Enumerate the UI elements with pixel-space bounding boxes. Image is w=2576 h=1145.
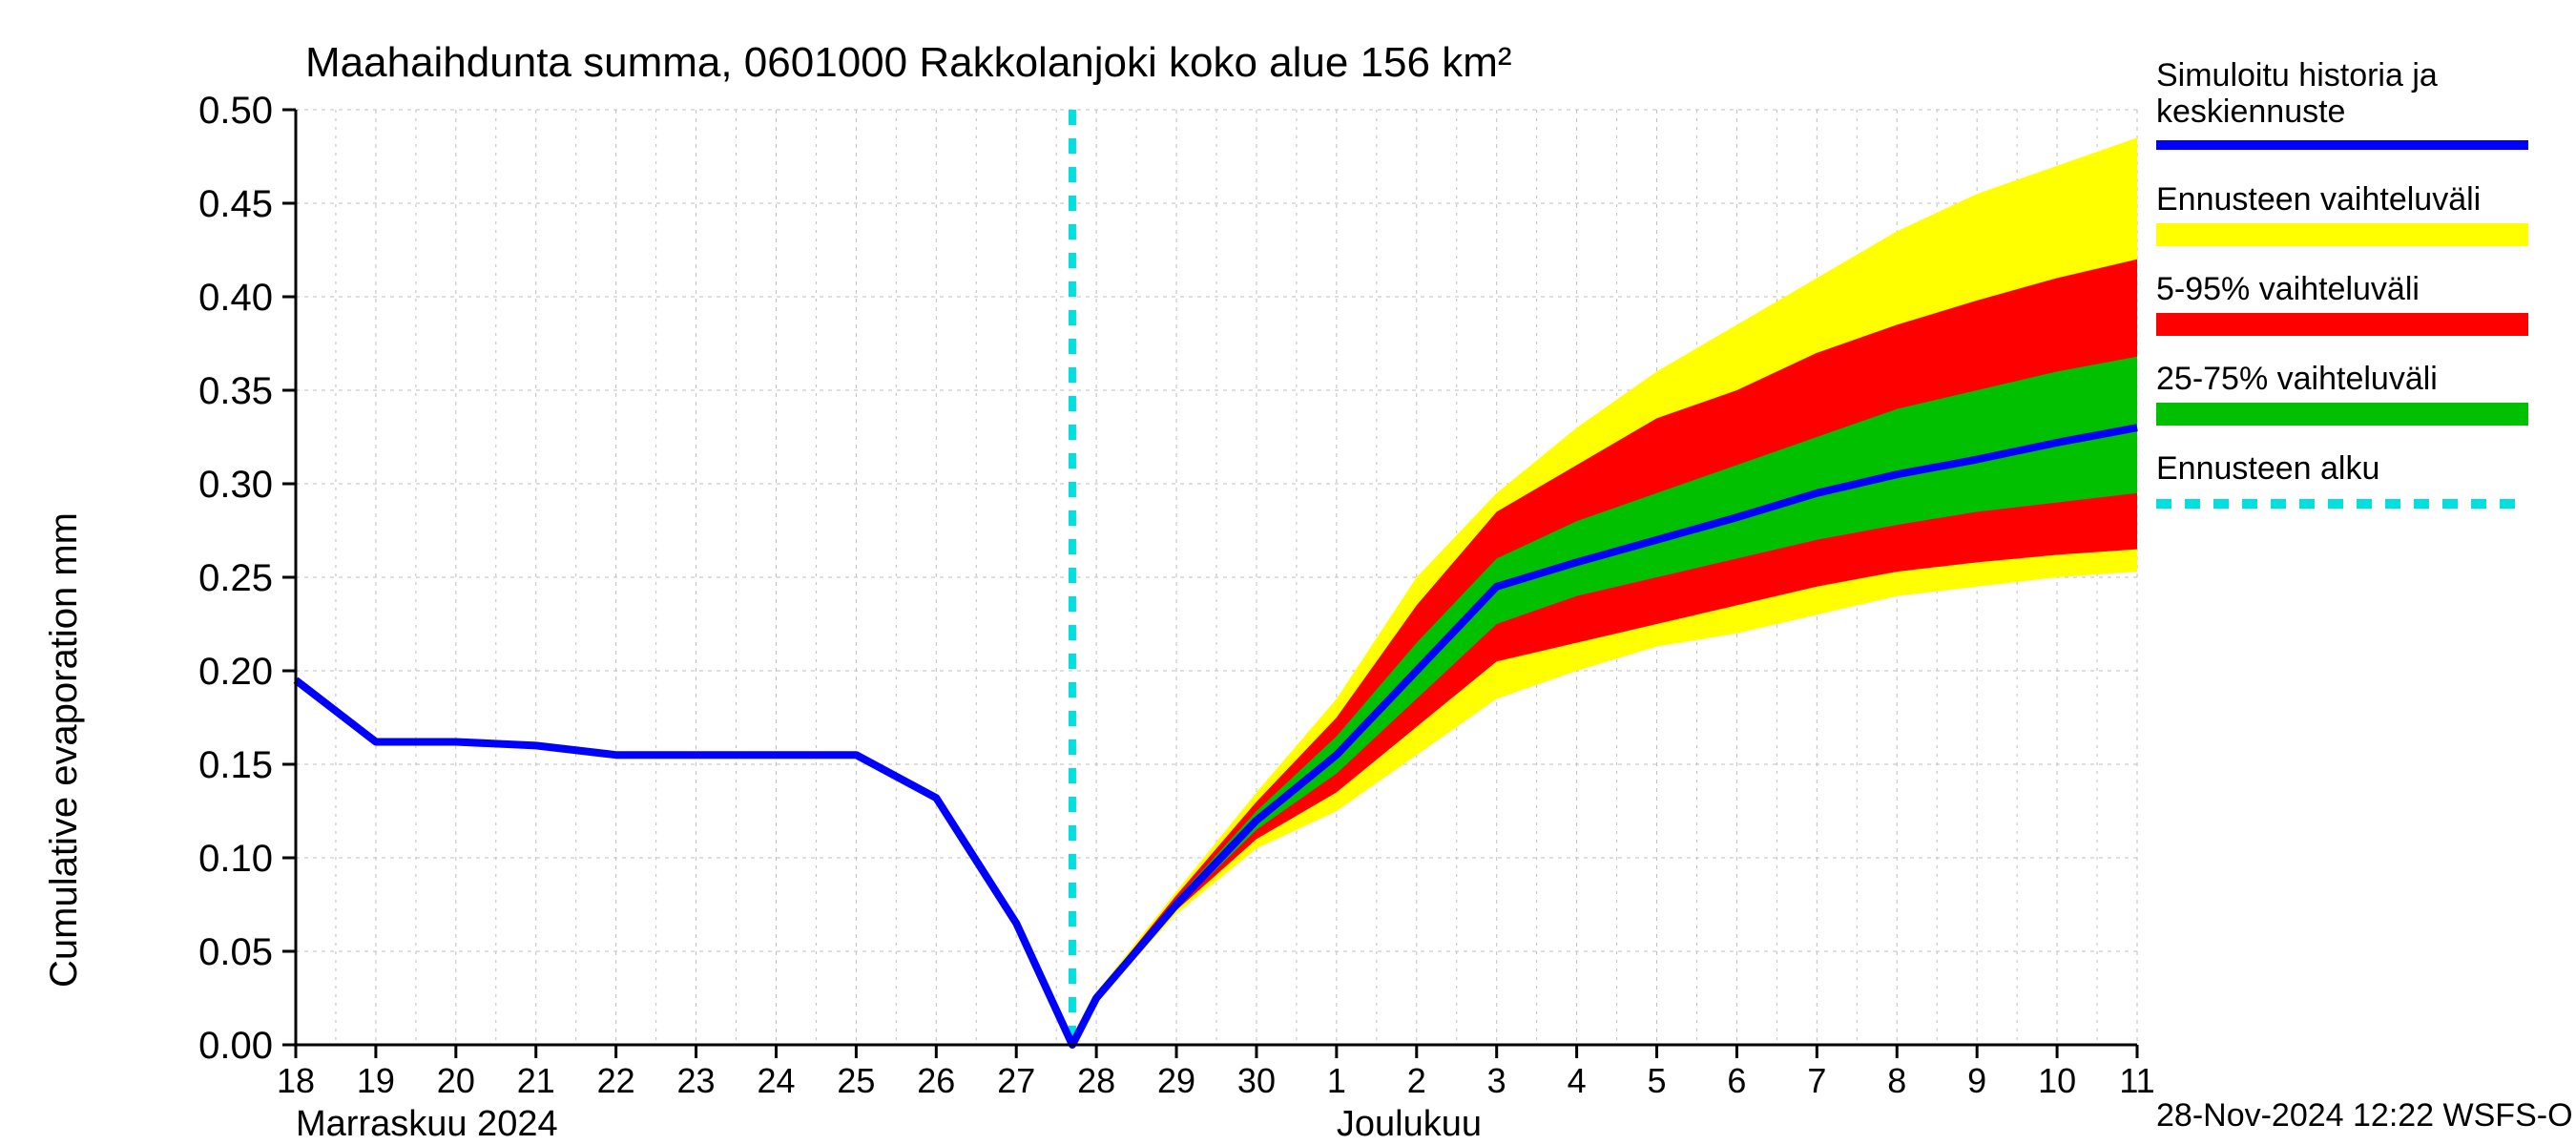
legend-label: Simuloitu historia ja bbox=[2156, 57, 2438, 94]
x-tick-label: 4 bbox=[1568, 1061, 1587, 1100]
y-tick-label: 0.30 bbox=[198, 464, 273, 506]
y-axis-label: Cumulative evaporation mm bbox=[43, 512, 85, 988]
x-tick-label: 7 bbox=[1807, 1061, 1826, 1100]
x-tick-label: 27 bbox=[997, 1061, 1035, 1100]
month-label: Marraskuu 2024 bbox=[296, 1104, 558, 1144]
legend-label: 25-75% vaihteluväli bbox=[2156, 361, 2438, 397]
y-tick-label: 0.40 bbox=[198, 277, 273, 319]
x-tick-label: 6 bbox=[1727, 1061, 1746, 1100]
x-tick-label: 26 bbox=[917, 1061, 955, 1100]
x-tick-label: 2 bbox=[1407, 1061, 1426, 1100]
legend-swatch bbox=[2156, 403, 2528, 426]
x-tick-label: 30 bbox=[1237, 1061, 1276, 1100]
footer-timestamp: 28-Nov-2024 12:22 WSFS-O bbox=[2156, 1097, 2573, 1134]
legend-swatch bbox=[2156, 313, 2528, 336]
legend-label: Ennusteen vaihteluväli bbox=[2156, 181, 2481, 218]
y-tick-label: 0.20 bbox=[198, 651, 273, 693]
x-tick-label: 24 bbox=[757, 1061, 795, 1100]
x-tick-label: 23 bbox=[677, 1061, 716, 1100]
y-tick-label: 0.35 bbox=[198, 370, 273, 412]
legend-label: Ennusteen alku bbox=[2156, 450, 2379, 487]
y-tick-label: 0.05 bbox=[198, 931, 273, 973]
x-tick-label: 5 bbox=[1648, 1061, 1667, 1100]
fan-chart: 0.00 0.05 0.10 0.15 0.20 0.25 0.30 0.35 0.40 0.45… bbox=[0, 0, 2576, 1145]
x-tick-label: 29 bbox=[1157, 1061, 1195, 1100]
legend-label: keskiennuste bbox=[2156, 94, 2345, 130]
y-tick-label: 0.50 bbox=[198, 90, 273, 132]
x-tick-label: 20 bbox=[437, 1061, 475, 1100]
legend-swatch bbox=[2156, 223, 2528, 246]
x-tick-label: 9 bbox=[1967, 1061, 1986, 1100]
y-tick-label: 0.45 bbox=[198, 183, 273, 225]
x-tick-label: 1 bbox=[1327, 1061, 1346, 1100]
y-tick-label: 0.10 bbox=[198, 838, 273, 880]
x-tick-label: 8 bbox=[1887, 1061, 1906, 1100]
x-tick-label: 19 bbox=[357, 1061, 395, 1100]
y-tick-label: 0.00 bbox=[198, 1025, 273, 1067]
x-tick-label: 21 bbox=[517, 1061, 555, 1100]
x-tick-label: 28 bbox=[1077, 1061, 1115, 1100]
month-label: Joulukuu bbox=[1337, 1104, 1482, 1144]
x-tick-label: 22 bbox=[597, 1061, 635, 1100]
x-tick-label: 10 bbox=[2038, 1061, 2076, 1100]
legend-label: 5-95% vaihteluväli bbox=[2156, 271, 2420, 307]
x-tick-label: 3 bbox=[1487, 1061, 1506, 1100]
x-tick-label: 11 bbox=[2119, 1061, 2154, 1100]
y-tick-label: 0.15 bbox=[198, 744, 273, 786]
x-tick-label: 18 bbox=[277, 1061, 315, 1100]
chart-title: Maahaihdunta summa, 0601000 Rakkolanjoki… bbox=[305, 39, 1512, 86]
chart-container: 0.00 0.05 0.10 0.15 0.20 0.25 0.30 0.35 0.40 0.45… bbox=[0, 0, 2576, 1145]
chart-bg bbox=[0, 0, 2576, 1145]
x-tick-label: 25 bbox=[837, 1061, 875, 1100]
y-tick-label: 0.25 bbox=[198, 557, 273, 599]
